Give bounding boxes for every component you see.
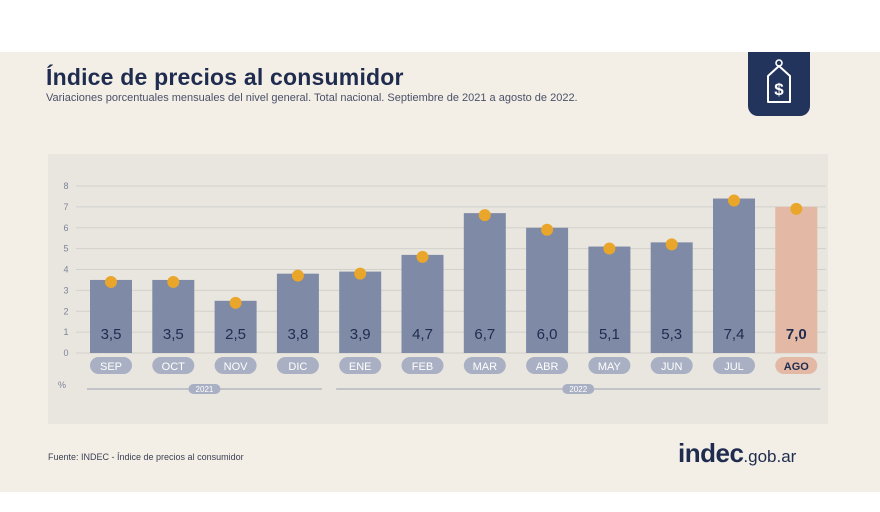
year-label: 2022 (569, 385, 587, 394)
x-tick-label: ABR (536, 361, 559, 373)
bar-marker (790, 202, 803, 215)
x-tick-label: MAR (473, 361, 498, 373)
data-label: 6,0 (537, 326, 558, 343)
bar-marker (291, 269, 304, 282)
y-tick-label: 7 (63, 202, 68, 212)
bar (526, 227, 569, 353)
chart-subtitle: Variaciones porcentuales mensuales del n… (46, 92, 578, 104)
y-axis-unit: % (58, 380, 66, 390)
year-pill (188, 384, 221, 394)
data-label: 7,0 (786, 326, 807, 343)
data-label: 3,9 (350, 326, 371, 343)
x-tick-label: AGO (784, 361, 810, 373)
year-label: 2021 (196, 385, 214, 394)
data-label: 2,5 (225, 326, 246, 343)
bar-marker (167, 275, 180, 288)
year-pill (562, 384, 595, 394)
category-pill (152, 357, 195, 374)
y-tick-label: 2 (63, 306, 68, 316)
bar (463, 213, 506, 353)
data-label: 7,4 (724, 326, 745, 343)
category-pill (775, 357, 818, 374)
category-pill (526, 357, 569, 374)
data-label: 6,7 (474, 326, 495, 343)
bar (214, 300, 257, 353)
x-tick-label: NOV (224, 361, 249, 373)
y-tick-label: 1 (63, 327, 68, 337)
data-label: 3,8 (287, 326, 308, 343)
bar (90, 279, 132, 353)
y-tick-label: 5 (63, 244, 68, 254)
bars (90, 194, 818, 353)
bar-marker (416, 250, 429, 263)
category-pill (214, 357, 257, 374)
source-note: Fuente: INDEC - Índice de precios al con… (48, 452, 244, 462)
data-label: 4,7 (412, 326, 433, 343)
bar (339, 271, 382, 353)
x-tick-label: OCT (162, 361, 186, 373)
bar (713, 198, 755, 353)
bar (588, 246, 631, 353)
x-tick-label: DIC (288, 361, 307, 373)
data-label: 3,5 (101, 326, 122, 343)
bar-marker (354, 267, 367, 280)
data-label: 5,1 (599, 326, 620, 343)
bar-marker (541, 223, 554, 236)
category-pill (276, 357, 319, 374)
chart-title: Índice de precios al consumidor (46, 64, 404, 90)
bar (276, 273, 319, 353)
x-tick-label: ENE (349, 361, 372, 373)
bar (775, 206, 818, 353)
category-pill (339, 357, 382, 374)
y-tick-label: 3 (63, 285, 68, 295)
y-tick-label: 0 (63, 348, 68, 358)
bar-marker (603, 242, 616, 255)
bar-marker (105, 275, 117, 288)
x-tick-label: JUN (661, 361, 682, 373)
svg-text:$: $ (774, 80, 784, 99)
y-tick-label: 6 (63, 223, 68, 233)
bar (401, 254, 444, 353)
bar-marker (665, 238, 678, 251)
axes: 0 1 2 3 4 5 6 7 8 SEP OCT NOV DIC ENE FEB MAR ABR MAY JUN J… (58, 181, 821, 394)
brand-name: indec (678, 438, 744, 468)
bar-labels: 3,5 3,5 2,5 3,8 3,9 4,7 6,7 6,0 5,1 5,3 7,4 7,0 (101, 326, 807, 343)
data-label: 3,5 (163, 326, 184, 343)
y-tick-label: 4 (63, 265, 68, 275)
gridlines (76, 185, 826, 354)
category-pill (463, 357, 506, 374)
logo-badge: $ (748, 52, 810, 116)
x-tick-label: SEP (100, 361, 122, 373)
bar (650, 242, 693, 353)
data-label: 5,3 (661, 326, 682, 343)
x-tick-label: JUL (724, 361, 744, 373)
bar (152, 279, 195, 353)
x-tick-label: FEB (412, 361, 433, 373)
x-tick-label: MAY (598, 361, 622, 373)
price-tag-dollar-icon: $ (767, 59, 791, 103)
indec-logo: indec.gob.ar (678, 438, 796, 469)
category-pill (90, 357, 132, 374)
bar-marker (229, 296, 242, 309)
y-tick-label: 8 (63, 181, 68, 191)
brand-domain: .gob.ar (743, 447, 797, 466)
category-pill (401, 357, 444, 374)
category-pill (713, 357, 755, 374)
bar-marker (478, 209, 491, 222)
category-pill (588, 357, 631, 374)
bar-marker (728, 194, 740, 207)
category-pill (650, 357, 693, 374)
